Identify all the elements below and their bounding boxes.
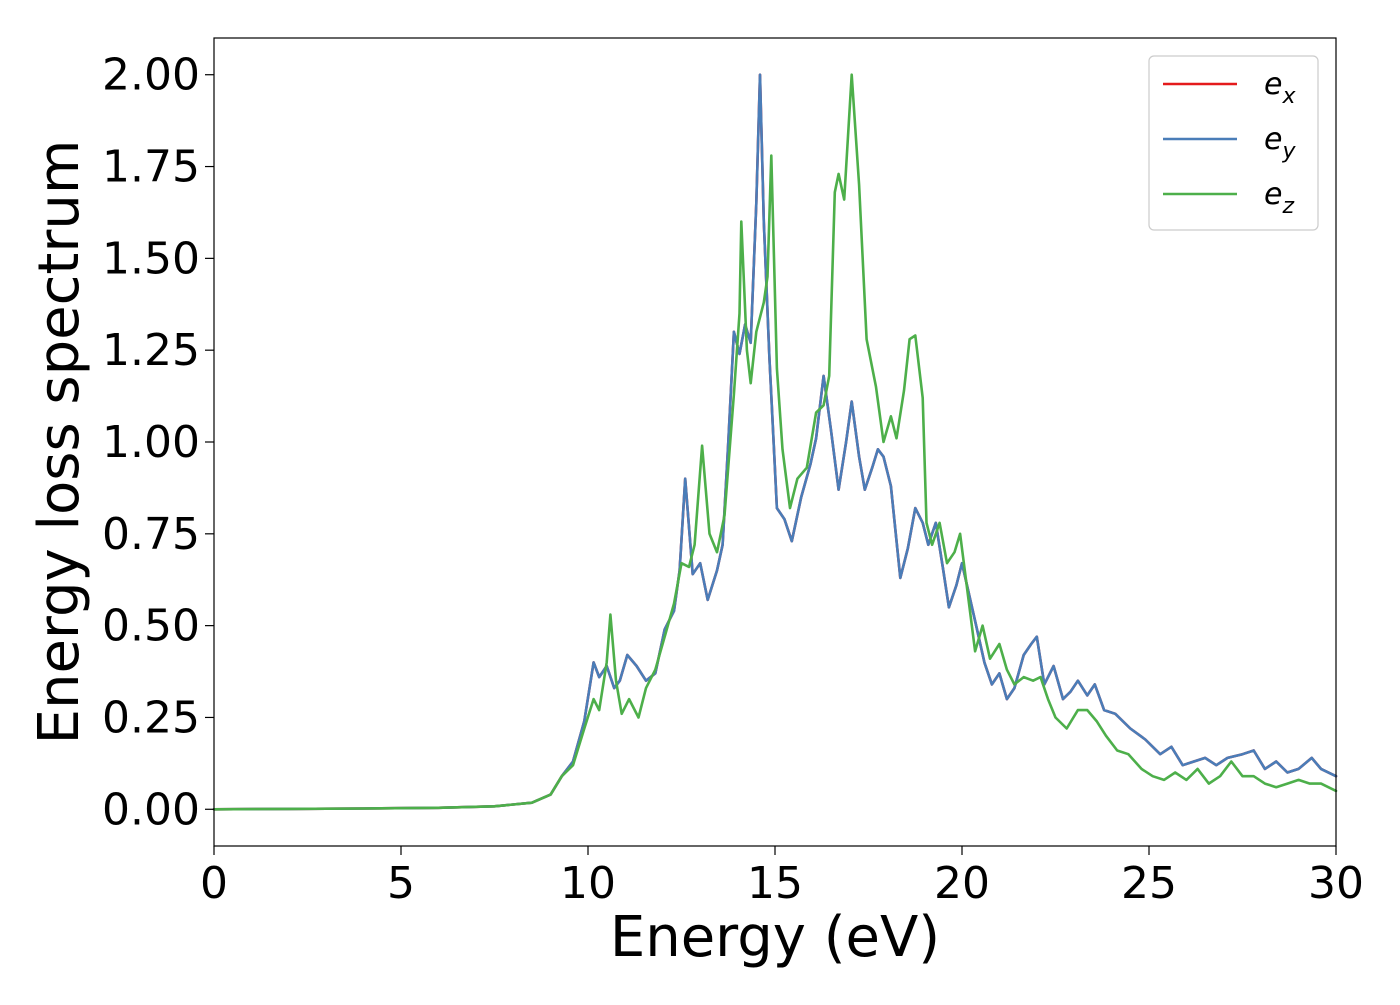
y-tick-label: 0.75 [102, 509, 200, 560]
x-tick-label: 30 [1308, 858, 1364, 909]
legend-label-ex: ex [1264, 67, 1296, 109]
x-tick-label: 15 [747, 858, 803, 909]
y-tick-label: 1.25 [102, 325, 200, 376]
y-tick-label: 0.50 [102, 601, 200, 652]
legend-label-ez: ez [1264, 177, 1294, 219]
y-tick-label: 0.25 [102, 692, 200, 743]
legend-label-main: e [1264, 67, 1282, 102]
legend-label-subscript: y [1281, 139, 1296, 164]
x-tick-label: 10 [560, 858, 616, 909]
y-axis-title: Energy loss spectrum [27, 140, 92, 745]
legend-label-subscript: x [1281, 84, 1296, 109]
x-tick-label: 0 [200, 858, 228, 909]
series-line-ez [212, 73, 1338, 811]
x-tick-label: 20 [934, 858, 990, 909]
x-tick-label: 5 [387, 858, 415, 909]
y-tick-label: 1.75 [102, 142, 200, 193]
y-tick-label: 1.00 [102, 417, 200, 468]
legend-label-ey: ey [1264, 122, 1296, 164]
series-line-ey [212, 73, 1338, 811]
y-tick-label: 1.50 [102, 233, 200, 284]
legend-box [1148, 55, 1319, 231]
tick-layer: 0 5 10 15 20 25 30 0.00 0.25 0.50 0.75 1.00 1.25 1.50… [102, 50, 1364, 909]
y-tick-label: 0.00 [102, 784, 200, 835]
y-tick-label: 2.00 [102, 50, 200, 101]
series-layer [212, 73, 1338, 811]
x-tick-label: 25 [1121, 858, 1177, 909]
x-axis-title: Energy (eV) [610, 905, 940, 970]
legend-label-subscript: z [1281, 194, 1294, 219]
legend-label-main: e [1264, 177, 1282, 212]
legend-label-main: e [1264, 122, 1282, 157]
